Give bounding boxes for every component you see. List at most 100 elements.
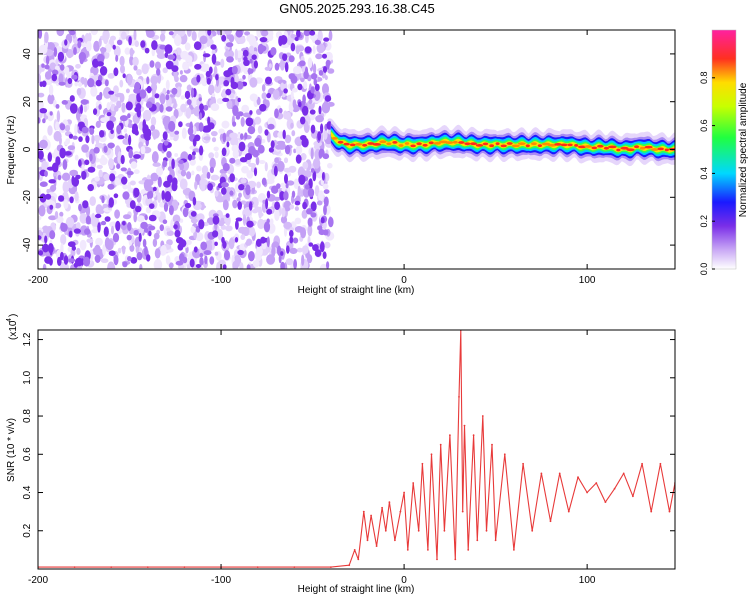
noise-speck: [175, 260, 184, 266]
noise-speck: [163, 140, 169, 146]
noise-speck: [59, 147, 66, 159]
noise-speck: [231, 65, 238, 75]
noise-speck: [322, 66, 328, 73]
snr-data-point: [461, 510, 464, 513]
noise-speck: [316, 200, 323, 206]
snr-series-line: [38, 330, 675, 568]
signal-peak: [517, 142, 526, 146]
noise-speck: [232, 260, 239, 269]
noise-speck: [222, 199, 229, 211]
snr-data-point: [472, 434, 475, 437]
noise-speck: [73, 262, 79, 268]
snr-data-point: [494, 539, 497, 542]
noise-speck: [265, 33, 274, 42]
noise-speck: [314, 83, 320, 92]
noise-speck: [165, 255, 171, 265]
snr-data-point: [668, 510, 671, 513]
noise-speck: [238, 184, 245, 191]
noise-speck: [133, 30, 137, 41]
signal-peak: [331, 137, 338, 140]
noise-speck: [136, 107, 141, 118]
noise-speck: [322, 251, 327, 259]
noise-speck: [240, 200, 247, 205]
noise-speck: [91, 134, 95, 145]
noise-speck: [239, 262, 244, 269]
noise-speck: [143, 131, 147, 139]
snr-ytick-label: 0.6: [22, 447, 33, 461]
noise-speck: [180, 50, 189, 60]
noise-speck: [38, 216, 42, 221]
noise-speck: [184, 202, 192, 209]
noise-speck: [249, 77, 258, 88]
snr-data-point: [366, 539, 369, 542]
noise-speck: [246, 170, 254, 179]
noise-speck: [116, 39, 123, 46]
snr-data-point: [622, 472, 625, 475]
noise-speck: [264, 129, 269, 136]
noise-speck: [148, 230, 152, 237]
noise-speck: [207, 183, 214, 191]
noise-speck: [153, 259, 163, 269]
noise-speck: [240, 133, 244, 140]
noise-speck: [303, 81, 308, 90]
noise-speck: [58, 81, 66, 86]
noise-speck: [85, 215, 91, 225]
noise-speck: [312, 170, 317, 182]
noise-speck: [44, 256, 53, 264]
snr-data-point: [330, 566, 332, 568]
noise-speck: [301, 245, 309, 254]
noise-speck: [179, 74, 188, 83]
noise-speck: [213, 146, 219, 152]
signal-peak: [547, 143, 557, 147]
noise-speck: [323, 189, 330, 195]
noise-speck: [74, 123, 78, 135]
noise-speck: [323, 129, 328, 140]
snr-data-point: [586, 491, 588, 494]
noise-speck: [124, 133, 128, 139]
signal-peak: [530, 142, 537, 146]
noise-speck: [179, 70, 183, 75]
snr-ytick-label: 1.0: [22, 370, 33, 384]
noise-speck: [39, 139, 48, 149]
noise-speck: [131, 235, 135, 244]
noise-speck: [142, 119, 147, 130]
snr-data-point: [503, 453, 506, 456]
noise-speck: [67, 258, 76, 263]
snr-scale-exponent: 4: [6, 318, 13, 322]
noise-speck: [270, 140, 275, 149]
noise-speck: [97, 53, 105, 63]
noise-speck: [52, 69, 59, 76]
noise-speck: [126, 170, 134, 176]
noise-speck: [200, 63, 209, 72]
noise-speck: [164, 191, 172, 202]
noise-speck: [187, 127, 194, 136]
signal-peak: [422, 143, 428, 147]
noise-speck: [38, 44, 48, 55]
noise-speck: [180, 169, 187, 177]
noise-speck: [245, 240, 252, 246]
noise-speck: [159, 201, 166, 208]
noise-speck: [39, 193, 47, 203]
noise-speck: [322, 84, 328, 91]
noise-speck: [49, 111, 53, 116]
noise-speck: [114, 209, 120, 219]
signal-peak: [584, 145, 592, 148]
noise-speck: [323, 196, 329, 207]
noise-speck: [255, 238, 262, 247]
noise-speck: [216, 98, 224, 105]
noise-speck: [226, 99, 233, 110]
noise-speck: [284, 62, 289, 73]
noise-speck: [171, 158, 175, 170]
noise-speck: [266, 208, 273, 215]
noise-speck: [80, 104, 83, 114]
noise-speck: [244, 153, 253, 160]
noise-speck: [282, 53, 288, 61]
snr-data-point: [577, 476, 579, 479]
noise-speck: [54, 202, 62, 209]
noise-speck: [42, 118, 46, 124]
signal-peak: [511, 144, 520, 148]
noise-speck: [236, 197, 241, 202]
noise-speck: [74, 154, 79, 161]
signal-peak: [445, 141, 454, 145]
signal-peak: [634, 145, 640, 149]
